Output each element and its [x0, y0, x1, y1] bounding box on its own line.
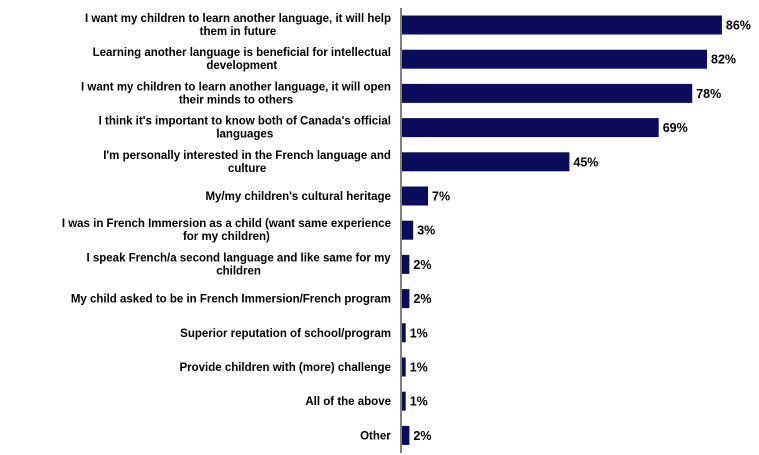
category-label-1: Learning another language is beneficial …: [93, 47, 391, 72]
category-label-4: I'm personally interested in the French …: [103, 150, 391, 175]
bar-3: [402, 118, 659, 138]
bars-group: [402, 15, 722, 445]
category-label-7: I speak French/a second language and lik…: [86, 252, 391, 277]
category-label-8: My child asked to be in French Immersion…: [71, 294, 391, 306]
value-label-7: 2%: [413, 258, 431, 272]
bar-5: [402, 186, 428, 206]
bar-1: [402, 49, 707, 69]
value-label-11: 1%: [410, 395, 428, 409]
bar-0: [402, 15, 722, 35]
category-label-10: Provide children with (more) challenge: [179, 362, 391, 374]
bar-4: [402, 152, 570, 172]
category-label-6: I was in French Immersion as a child (wa…: [62, 218, 391, 243]
category-label-2: I want my children to learn another lang…: [81, 81, 391, 106]
bar-8: [402, 289, 410, 309]
value-label-3: 69%: [663, 121, 688, 135]
value-label-1: 82%: [711, 53, 736, 67]
category-label-11: All of the above: [305, 396, 391, 408]
value-label-12: 2%: [413, 429, 431, 443]
value-label-9: 1%: [410, 326, 428, 340]
category-label-0: I want my children to learn another lang…: [85, 13, 391, 38]
bar-11: [402, 391, 406, 411]
value-label-8: 2%: [413, 292, 431, 306]
value-label-0: 86%: [726, 19, 751, 33]
value-labels-group: 86% 82% 78% 69% 45% 7% 3% 2% 2% 1% 1% 1% 2%: [410, 19, 751, 443]
value-label-10: 1%: [410, 361, 428, 375]
value-label-6: 3%: [417, 224, 435, 238]
bar-12: [402, 425, 410, 445]
bar-2: [402, 83, 693, 103]
bar-9: [402, 323, 406, 343]
category-label-5: My/my children's cultural heritage: [205, 191, 391, 203]
value-label-2: 78%: [696, 87, 721, 101]
category-label-12: Other: [360, 430, 391, 442]
value-label-5: 7%: [432, 190, 450, 204]
bar-10: [402, 357, 406, 377]
category-label-3: I think it's important to know both of C…: [99, 116, 391, 141]
value-label-4: 45%: [573, 155, 598, 169]
bar-7: [402, 254, 410, 274]
bar-6: [402, 220, 414, 240]
category-labels-group: I want my children to learn another lang…: [62, 13, 391, 442]
category-label-9: Superior reputation of school/program: [180, 328, 391, 340]
